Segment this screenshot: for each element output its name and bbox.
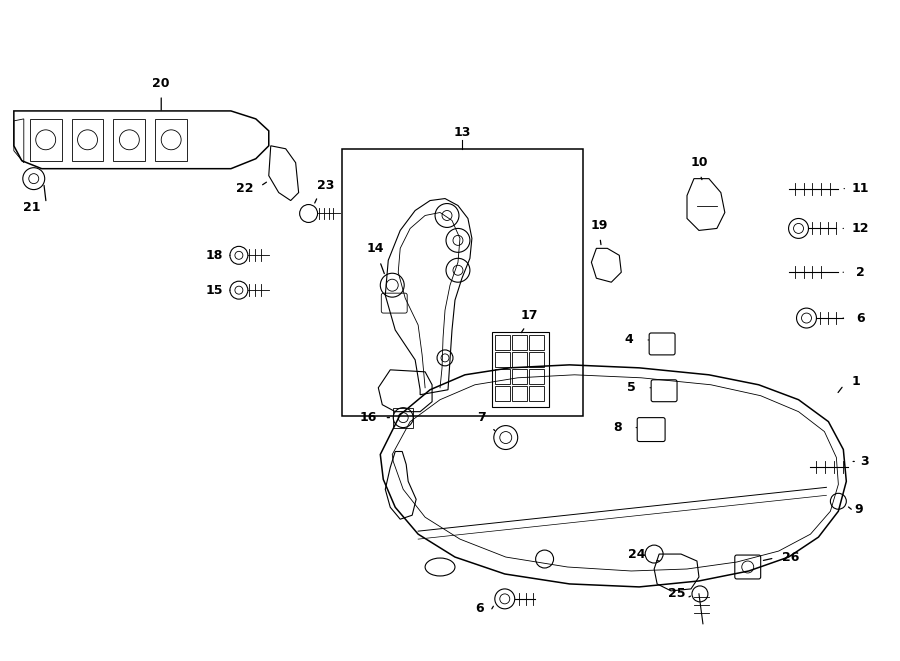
Bar [495, 352, 509, 367]
Text: 9: 9 [854, 503, 862, 516]
Bar [528, 369, 544, 384]
Text: 19: 19 [590, 219, 608, 232]
Text: 22: 22 [236, 182, 254, 195]
Text: 20: 20 [152, 77, 170, 89]
Text: 2: 2 [856, 266, 865, 279]
Text: 13: 13 [454, 126, 471, 139]
Text: 1: 1 [852, 375, 860, 388]
Text: 24: 24 [628, 547, 646, 561]
Text: 6: 6 [475, 602, 484, 615]
Text: 4: 4 [625, 333, 634, 346]
Text: 14: 14 [366, 242, 384, 255]
Bar [113, 119, 145, 161]
Text: 26: 26 [782, 551, 799, 564]
Bar [495, 335, 509, 350]
Text: 11: 11 [851, 182, 869, 195]
Bar [528, 352, 544, 367]
Bar [512, 386, 526, 401]
Text: 15: 15 [205, 284, 222, 297]
Bar [393, 408, 413, 428]
Text: 8: 8 [613, 421, 622, 434]
Bar [495, 386, 509, 401]
Text: 10: 10 [690, 156, 707, 169]
Text: 25: 25 [669, 588, 686, 600]
Bar [512, 369, 526, 384]
Bar [72, 119, 104, 161]
Text: 16: 16 [360, 411, 377, 424]
Bar [512, 335, 526, 350]
Bar [155, 119, 187, 161]
Text: 5: 5 [627, 381, 635, 394]
Text: 3: 3 [860, 455, 868, 468]
Text: 17: 17 [521, 309, 538, 321]
Bar [528, 386, 544, 401]
Bar [491, 332, 549, 407]
Text: 7: 7 [478, 411, 486, 424]
Bar [30, 119, 61, 161]
Bar [495, 369, 509, 384]
Bar [512, 352, 526, 367]
Bar [343, 149, 583, 416]
Text: 23: 23 [317, 179, 334, 192]
Text: 12: 12 [851, 222, 869, 235]
Bar [528, 335, 544, 350]
Text: 6: 6 [856, 311, 865, 325]
Text: 21: 21 [23, 201, 40, 214]
Text: 18: 18 [205, 249, 222, 262]
